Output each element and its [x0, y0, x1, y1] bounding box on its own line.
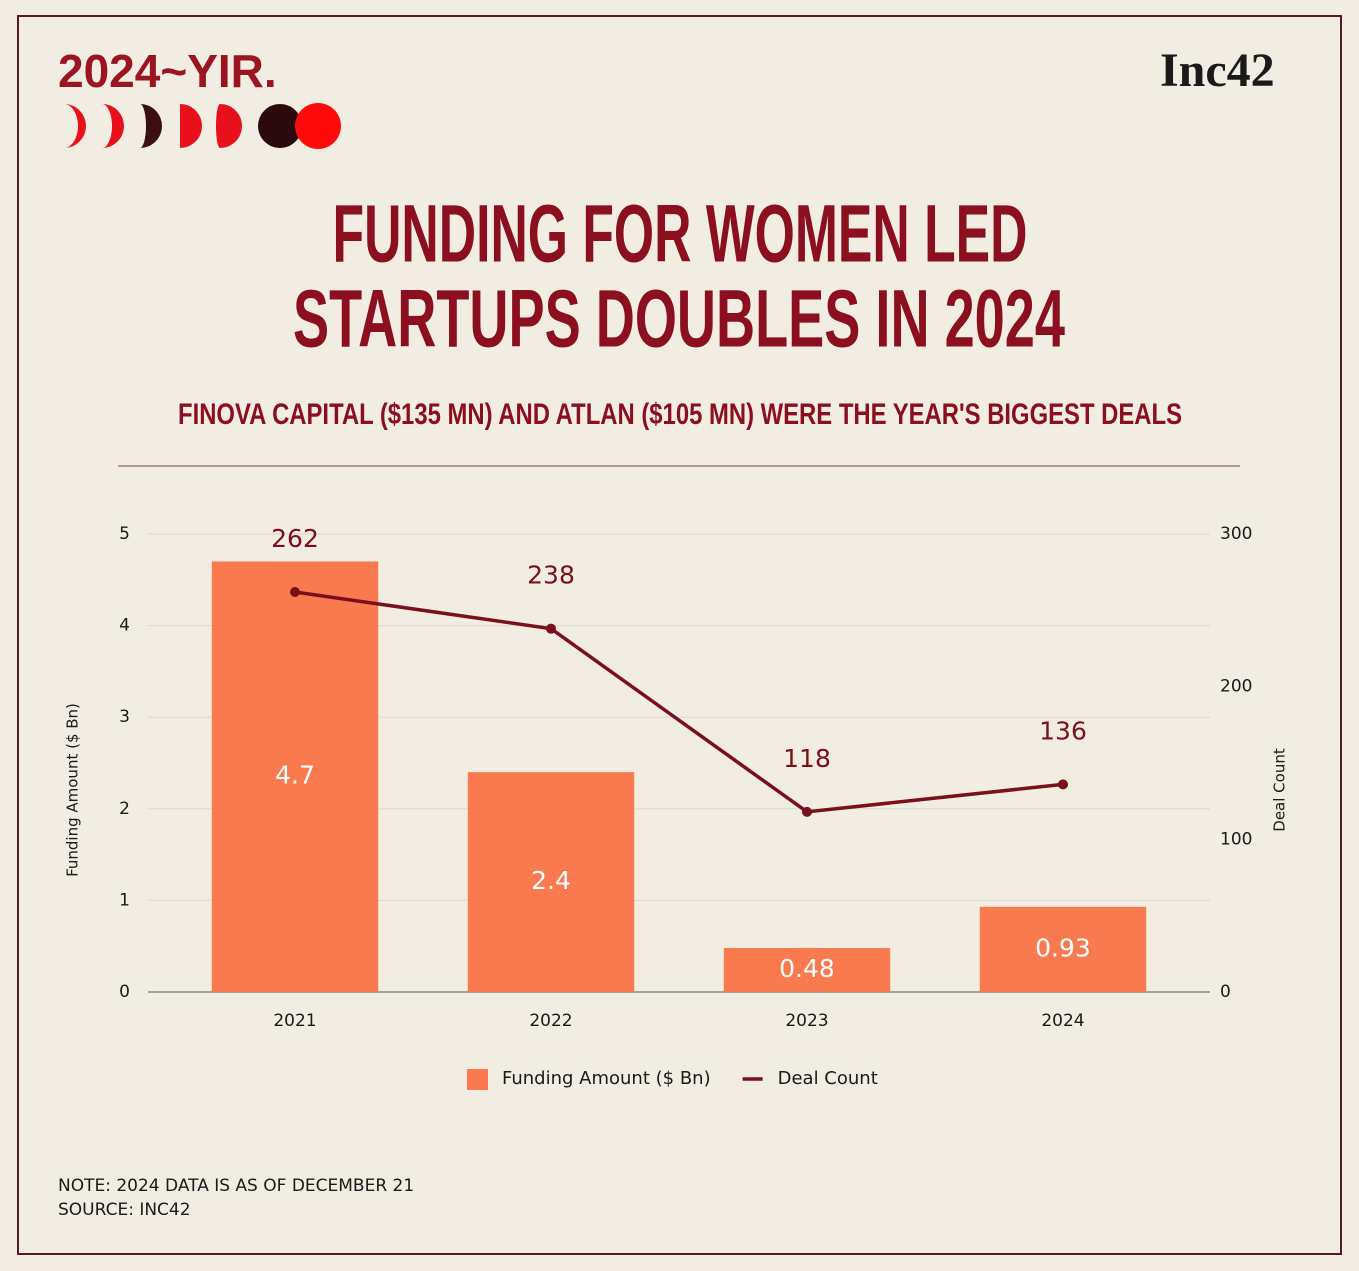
y-tick-label: 1	[119, 890, 130, 910]
line-point	[546, 623, 556, 634]
chart-title: STARTUPS DOUBLES IN 2024	[293, 274, 1065, 365]
chart-subtitle: FINOVA CAPITAL ($135 MN) AND ATLAN ($105…	[178, 398, 1182, 431]
line-point	[802, 806, 812, 817]
line-point	[290, 587, 300, 598]
bar	[467, 772, 635, 992]
x-tick-label: 2021	[273, 1011, 316, 1031]
y-tick-label: 4	[119, 616, 130, 636]
y2-axis-title: Deal Count	[1271, 748, 1289, 832]
y2-tick-label: 100	[1220, 829, 1252, 849]
y-tick-label: 3	[119, 707, 130, 727]
bar	[723, 948, 891, 992]
legend-label: Deal Count	[778, 1068, 878, 1089]
legend-swatch	[467, 1069, 488, 1090]
line-value-label: 118	[783, 744, 831, 773]
bar-value-label: 2.4	[531, 866, 571, 895]
chart-title: FUNDING FOR WOMEN LED	[333, 189, 1028, 280]
source: SOURCE: INC42	[58, 1200, 191, 1220]
line-value-label: 136	[1039, 716, 1087, 745]
brand-logo: Inc42	[1160, 44, 1275, 97]
bar	[211, 561, 379, 992]
x-tick-label: 2022	[529, 1011, 572, 1031]
bar-value-label: 4.7	[275, 761, 315, 790]
y-axis-title: Funding Amount ($ Bn)	[64, 703, 82, 877]
badge: 2024~YIR.	[58, 45, 277, 97]
bar-value-label: 0.93	[1035, 933, 1091, 962]
y-tick-label: 5	[119, 524, 130, 544]
x-tick-label: 2023	[785, 1011, 828, 1031]
x-tick-label: 2024	[1041, 1011, 1084, 1031]
y-tick-label: 0	[119, 982, 130, 1002]
legend-label: Funding Amount ($ Bn)	[502, 1068, 711, 1089]
note: NOTE: 2024 DATA IS AS OF DECEMBER 21	[58, 1176, 414, 1196]
line	[294, 590, 1064, 814]
y2-tick-label: 300	[1220, 524, 1252, 544]
moons-decoration	[64, 103, 341, 149]
y2-tick-label: 0	[1220, 982, 1231, 1002]
bar	[979, 906, 1147, 992]
y-tick-label: 2	[119, 799, 130, 819]
bar-value-label: 0.48	[779, 954, 835, 983]
y2-tick-label: 200	[1220, 677, 1252, 697]
frame	[17, 15, 1342, 1255]
line-value-label: 238	[527, 561, 575, 590]
line-value-label: 262	[271, 524, 319, 553]
line-point	[1058, 779, 1068, 790]
